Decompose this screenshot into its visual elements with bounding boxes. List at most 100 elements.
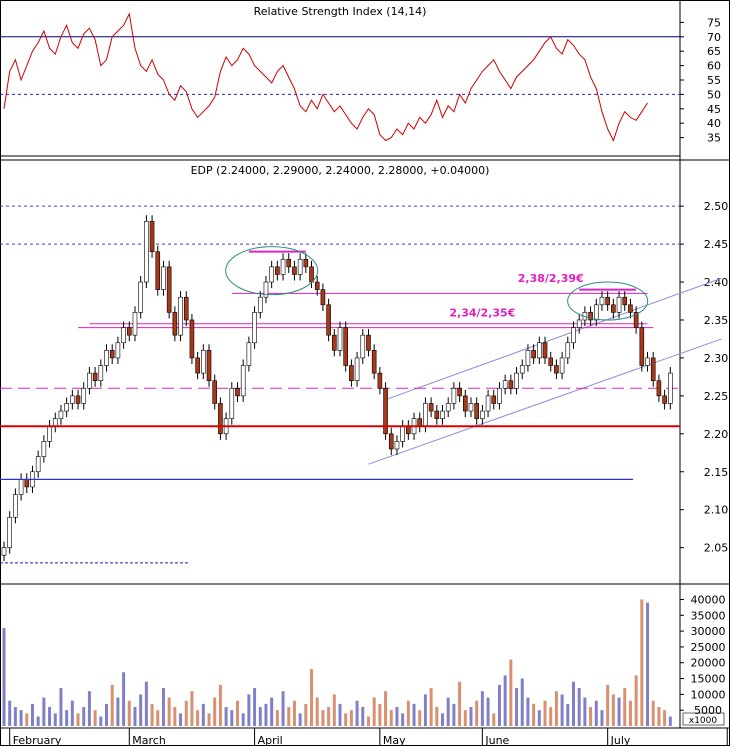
candle [18,473,24,501]
candle-body [656,380,662,397]
volume-bar [196,710,200,726]
candle-body [485,395,491,412]
volume-bar [463,710,467,726]
volume-bar [554,691,558,726]
candle-body [377,372,383,389]
candle-body [189,319,195,359]
candle [343,321,348,372]
volume-bar [458,681,462,726]
month-label: April [258,734,283,746]
volume-bar [526,697,530,726]
volume-bar [560,694,564,726]
candle-body [605,296,610,306]
candle [292,260,297,281]
candle-body [554,365,559,374]
candle [240,359,246,402]
candle-body [548,357,554,366]
candle-body [70,395,75,404]
volume-bar [65,710,69,726]
rsi-tick-label: 45 [707,103,721,116]
candle [75,389,81,410]
candle [457,382,462,402]
candle [87,367,92,395]
candle-body [87,372,92,389]
volume-bar [218,684,222,726]
volume-bar [25,713,29,726]
volume-bar [486,697,490,726]
volume-tick-label: 35000 [691,609,726,622]
candle-body [434,410,440,419]
candle [235,382,240,402]
candle [633,306,639,334]
candle-body [314,281,320,290]
candle-body [115,342,121,359]
volume-bar [144,681,148,726]
volume-bar [110,684,114,726]
candle [451,382,457,410]
candle-body [309,266,314,283]
volume-bar [589,707,593,726]
volume-bar [634,675,638,726]
volume-bar [127,700,131,726]
candle [24,473,30,494]
candle-body [218,403,223,435]
candle [599,291,605,311]
volume-bar [583,697,587,726]
candle-body [480,410,485,419]
candle [468,397,474,418]
candle-body [280,258,286,275]
volume-bar [207,713,211,726]
volume-bar [99,716,103,726]
candle-body [18,479,24,495]
candle [462,389,468,418]
volume-bar [190,691,194,726]
candle [611,298,616,319]
candle-body [132,312,138,336]
candle-body [81,387,87,404]
volume-bar [161,688,165,726]
candle [616,291,622,319]
volume-bar [543,700,547,726]
candle [218,397,223,440]
candle [286,253,292,273]
candle-body [7,516,12,548]
volume-bar [423,694,427,726]
volume-bar [70,700,74,726]
candle [593,298,599,327]
volume-bar [663,710,667,726]
volume-bar [304,703,308,726]
candle [400,420,405,448]
candle [576,313,582,334]
candle-body [423,403,428,427]
candle-body [303,258,309,268]
volume-bar [509,659,513,726]
volume-tick-label: 25000 [691,641,726,654]
candle [559,351,565,380]
candle-body [229,387,235,419]
price-annotation: 2,34/2,35€ [449,306,515,319]
candle-body [252,312,257,344]
volume-bar [213,697,217,726]
volume-bar [327,707,331,726]
volume-bar [361,707,365,726]
price-tick-label: 2.35 [704,314,729,327]
volume-bar [2,627,6,726]
candle-body [349,365,354,381]
candle [639,321,645,372]
candle-body [508,380,514,389]
candle [92,367,98,387]
volume-bar [594,700,598,726]
candle-body [366,334,371,351]
price-tick-label: 2.10 [704,504,729,517]
candle [514,367,519,395]
volume-bar [241,713,245,726]
candle [440,404,445,425]
candle-body [166,266,172,313]
candle-body [98,365,104,381]
volume-bar [167,697,171,726]
volume-bar [384,691,388,726]
rsi-tick-label: 40 [707,117,721,130]
candle [320,283,326,311]
